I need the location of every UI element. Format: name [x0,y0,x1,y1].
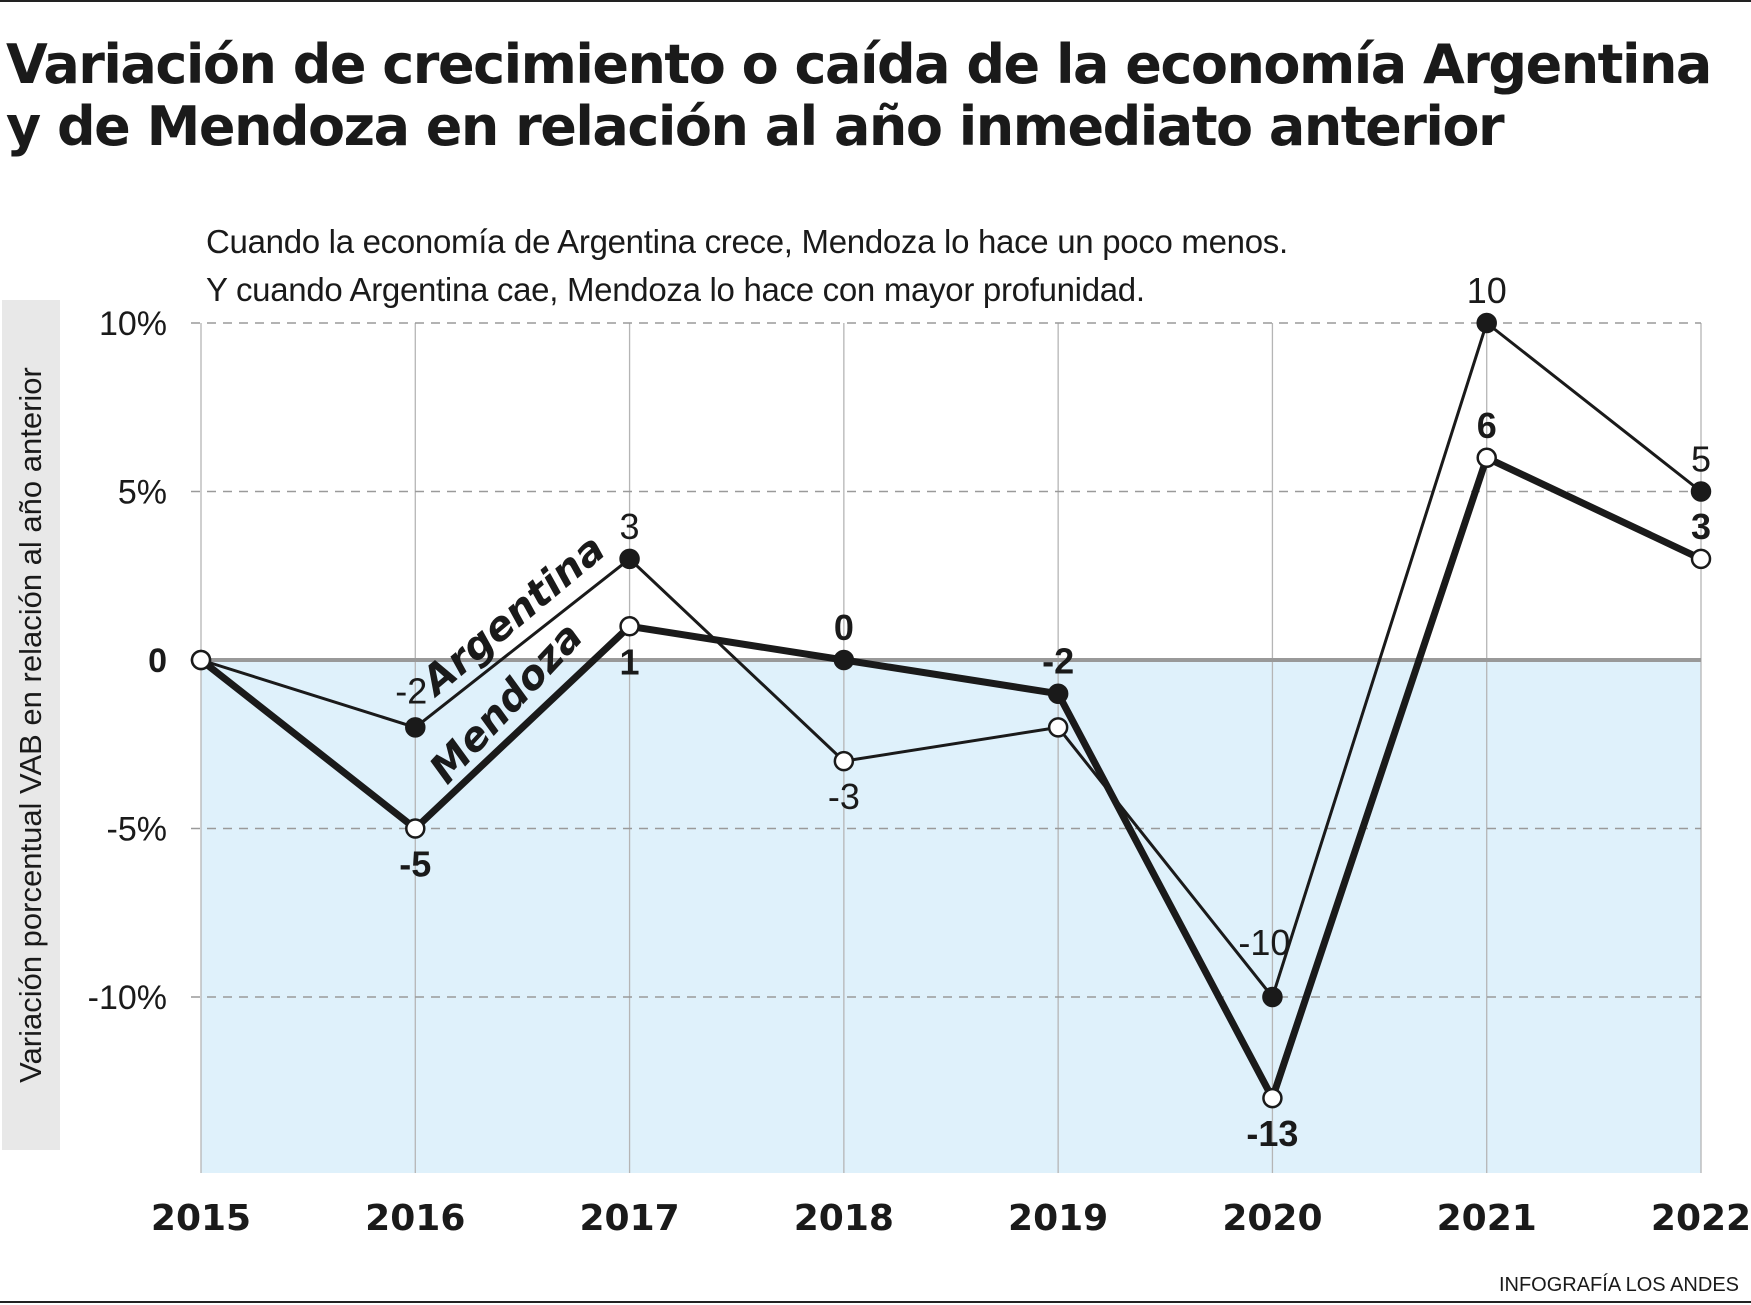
data-point-mendoza [833,649,855,671]
credit: INFOGRAFÍA LOS ANDES [1498,1274,1739,1296]
data-point-mendoza [405,818,426,839]
data-point-argentina [619,548,640,570]
data-point-argentina [405,717,426,738]
top-border [0,0,1751,2]
data-label-mendoza: -5 [399,844,431,885]
data-label-argentina: -10 [1238,922,1290,963]
data-label-argentina: 5 [1691,439,1711,480]
x-tick-label: 2020 [1222,1198,1322,1239]
data-label-mendoza: 1 [620,641,640,682]
negative-area [201,660,1701,1173]
data-point-argentina [1047,717,1069,738]
data-label-mendoza: 6 [1477,405,1497,446]
x-tick-label: 2018 [794,1198,894,1239]
x-tick-label: 2021 [1437,1198,1537,1239]
data-label-argentina: 10 [1467,270,1507,311]
data-label-argentina: -3 [828,776,860,817]
y-tick-label: 0 [148,642,167,680]
subtitle-line-1: Cuando la economía de Argentina crece, M… [206,223,1288,260]
bottom-border [0,1301,1751,1303]
x-tick-label: 2016 [365,1198,465,1239]
x-tick-label: 2015 [151,1198,251,1239]
y-axis-label-box [2,300,60,1150]
y-tick-label: -10% [88,979,167,1017]
series-line-mendoza [198,454,1703,1102]
chart-subtitle: Cuando la economía de Argentina crece, M… [206,218,1288,314]
x-tick-label: 2019 [1008,1198,1108,1239]
data-point-argentina [1262,986,1283,1008]
data-point-mendoza [1262,1087,1283,1109]
data-label-argentina: -2 [395,670,427,711]
x-tick-label: 2017 [579,1198,679,1239]
data-point-argentina [1690,481,1712,502]
data-point-mendoza [190,649,212,671]
chart-title: Variación de crecimiento o caída de la e… [6,33,1712,158]
series-line-argentina [200,321,1702,999]
data-label-mendoza: 3 [1691,506,1711,547]
y-tick-label: -5% [107,811,167,849]
y-tick-label: 5% [118,474,167,512]
data-label-mendoza: -2 [1042,641,1074,682]
data-point-mendoza [1476,447,1497,469]
data-point-mendoza [619,616,640,637]
data-point-mendoza [1047,683,1069,704]
data-label-argentina: 3 [620,506,640,547]
data-point-mendoza [1690,548,1712,570]
data-label-mendoza: -13 [1246,1113,1298,1154]
y-tick-label: 10% [99,305,167,343]
subtitle-line-2: Y cuando Argentina cae, Mendoza lo hace … [206,271,1145,308]
data-label-mendoza: 0 [834,607,854,648]
data-point-argentina [1476,312,1497,334]
data-point-argentina [833,750,855,772]
x-tick-label: 2022 [1651,1198,1751,1239]
